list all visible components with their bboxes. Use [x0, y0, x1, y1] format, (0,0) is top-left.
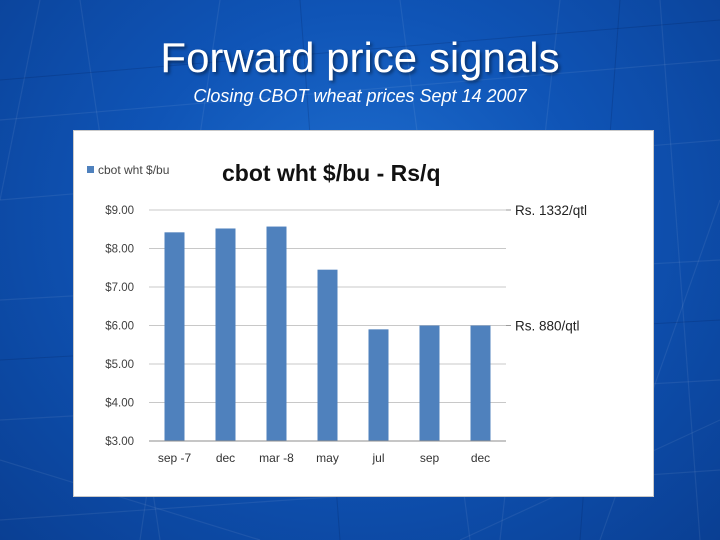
legend-swatch	[87, 166, 94, 173]
annotation-label: Rs. 1332/qtl	[515, 203, 587, 218]
bar	[470, 325, 491, 441]
x-tick-label: sep -7	[158, 451, 192, 465]
bar	[164, 232, 185, 441]
chart-title: cbot wht $/bu - Rs/q	[222, 160, 441, 186]
slide-title: Forward price signals	[160, 34, 560, 81]
y-tick-label: $5.00	[105, 359, 134, 371]
y-tick-label: $9.00	[105, 205, 134, 217]
bar	[419, 325, 440, 441]
bar	[266, 226, 287, 441]
x-tick-label: jul	[371, 451, 384, 465]
x-tick-label: sep	[420, 451, 440, 465]
bar-chart: $9.00 $8.00 $7.00 $6.00 $5.00 $4.00 $3.00 Rs. 1…	[87, 160, 587, 465]
y-tick-label: $8.00	[105, 244, 134, 256]
chart-frame: $9.00 $8.00 $7.00 $6.00 $5.00 $4.00 $3.00 Rs. 1…	[73, 130, 654, 497]
x-tick-label: dec	[471, 451, 490, 465]
annotation-label: Rs. 880/qtl	[515, 319, 580, 334]
bar	[215, 228, 236, 441]
x-tick-label: mar -8	[259, 451, 294, 465]
x-tick-label: dec	[216, 451, 235, 465]
bar	[317, 269, 338, 441]
y-tick-label: $6.00	[105, 321, 134, 333]
y-tick-label: $3.00	[105, 436, 134, 448]
x-tick-label: may	[316, 451, 339, 465]
slide-subtitle: Closing CBOT wheat prices Sept 14 2007	[193, 86, 527, 106]
y-tick-label: $7.00	[105, 282, 134, 294]
bar	[368, 329, 389, 441]
legend-label: cbot wht $/bu	[98, 163, 169, 177]
y-tick-label: $4.00	[105, 398, 134, 410]
